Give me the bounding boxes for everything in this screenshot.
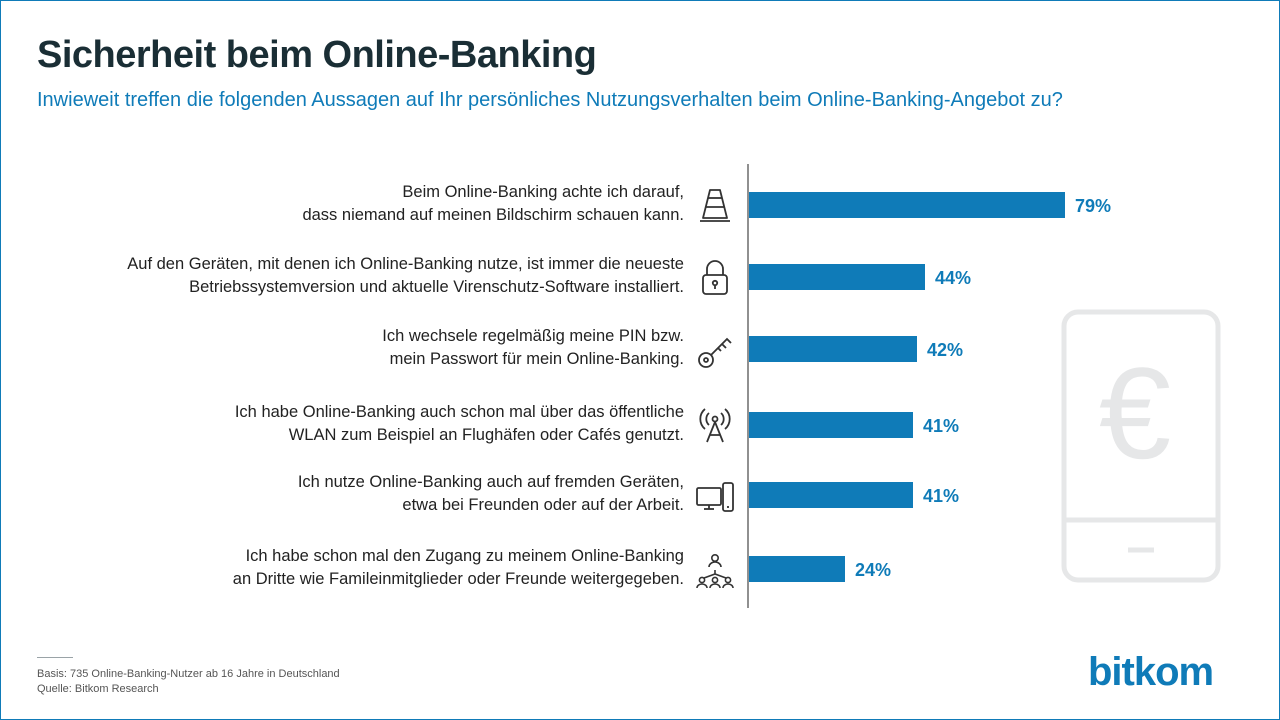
category-label-3: Ich wechsele regelmäßig meine PIN bzw. me… [4,325,684,371]
category-label-line-1: Beim Online-Banking achte ich darauf, [402,183,684,201]
key-icon [698,337,732,368]
bar-value-label-2: 44% [935,268,971,288]
devices-icon [696,482,734,512]
category-label-line-1: Auf den Geräten, mit denen ich Online-Ba… [127,255,684,273]
category-label-6: Ich habe schon mal den Zugang zu meinem … [4,545,684,591]
people-network-icon [696,554,734,589]
bar-value-label-6: 24% [855,560,891,580]
category-label-line-2: Betriebssystemversion und aktuelle Viren… [189,278,684,296]
category-label-line-2: an Dritte wie Famileinmitglieder oder Fr… [232,570,684,588]
category-label-line-1: Ich habe Online-Banking auch schon mal ü… [234,403,684,421]
bar-3 [749,336,917,362]
antenna-icon [699,408,731,443]
category-label-1: Beim Online-Banking achte ich darauf, das… [4,181,684,227]
category-label-line-2: dass niemand auf meinen Bildschirm schau… [302,206,684,224]
bar-value-label-4: 41% [923,416,959,436]
bar-5 [749,482,913,508]
category-label-line-1: Ich nutze Online-Banking auch auf fremde… [297,473,684,491]
footer-basis: Basis: 735 Online-Banking-Nutzer ab 16 J… [37,668,340,680]
bar-2 [749,264,925,290]
bar-value-label-3: 42% [927,340,963,360]
smartphone-icon: € [1061,309,1221,583]
chart-title: Sicherheit beim Online-Banking [37,34,597,76]
traffic-cone-icon [700,189,730,222]
bitkom-logo: bitkom [1088,650,1214,694]
euro-symbol: € [1099,340,1171,486]
category-label-line-2: etwa bei Freunden oder auf der Arbeit. [402,496,684,514]
chart-subtitle: Inwieweit treffen die folgenden Aussagen… [37,89,1063,111]
bar-6 [749,556,845,582]
category-label-line-2: mein Passwort für mein Online-Banking. [389,350,684,368]
bar-value-label-5: 41% [923,486,959,506]
category-label-4: Ich habe Online-Banking auch schon mal ü… [4,401,684,447]
footer-divider [37,657,73,658]
padlock-icon [702,260,728,295]
category-label-line-1: Ich wechsele regelmäßig meine PIN bzw. [382,327,684,345]
bar-1 [749,192,1065,218]
category-label-line-2: WLAN zum Beispiel an Flughäfen oder Café… [288,426,684,444]
footer-source: Quelle: Bitkom Research [37,683,159,695]
category-label-5: Ich nutze Online-Banking auch auf fremde… [4,471,684,517]
bar-4 [749,412,913,438]
bar-value-label-1: 79% [1075,196,1111,216]
category-label-line-1: Ich habe schon mal den Zugang zu meinem … [245,547,684,565]
category-label-2: Auf den Geräten, mit denen ich Online-Ba… [4,253,684,299]
